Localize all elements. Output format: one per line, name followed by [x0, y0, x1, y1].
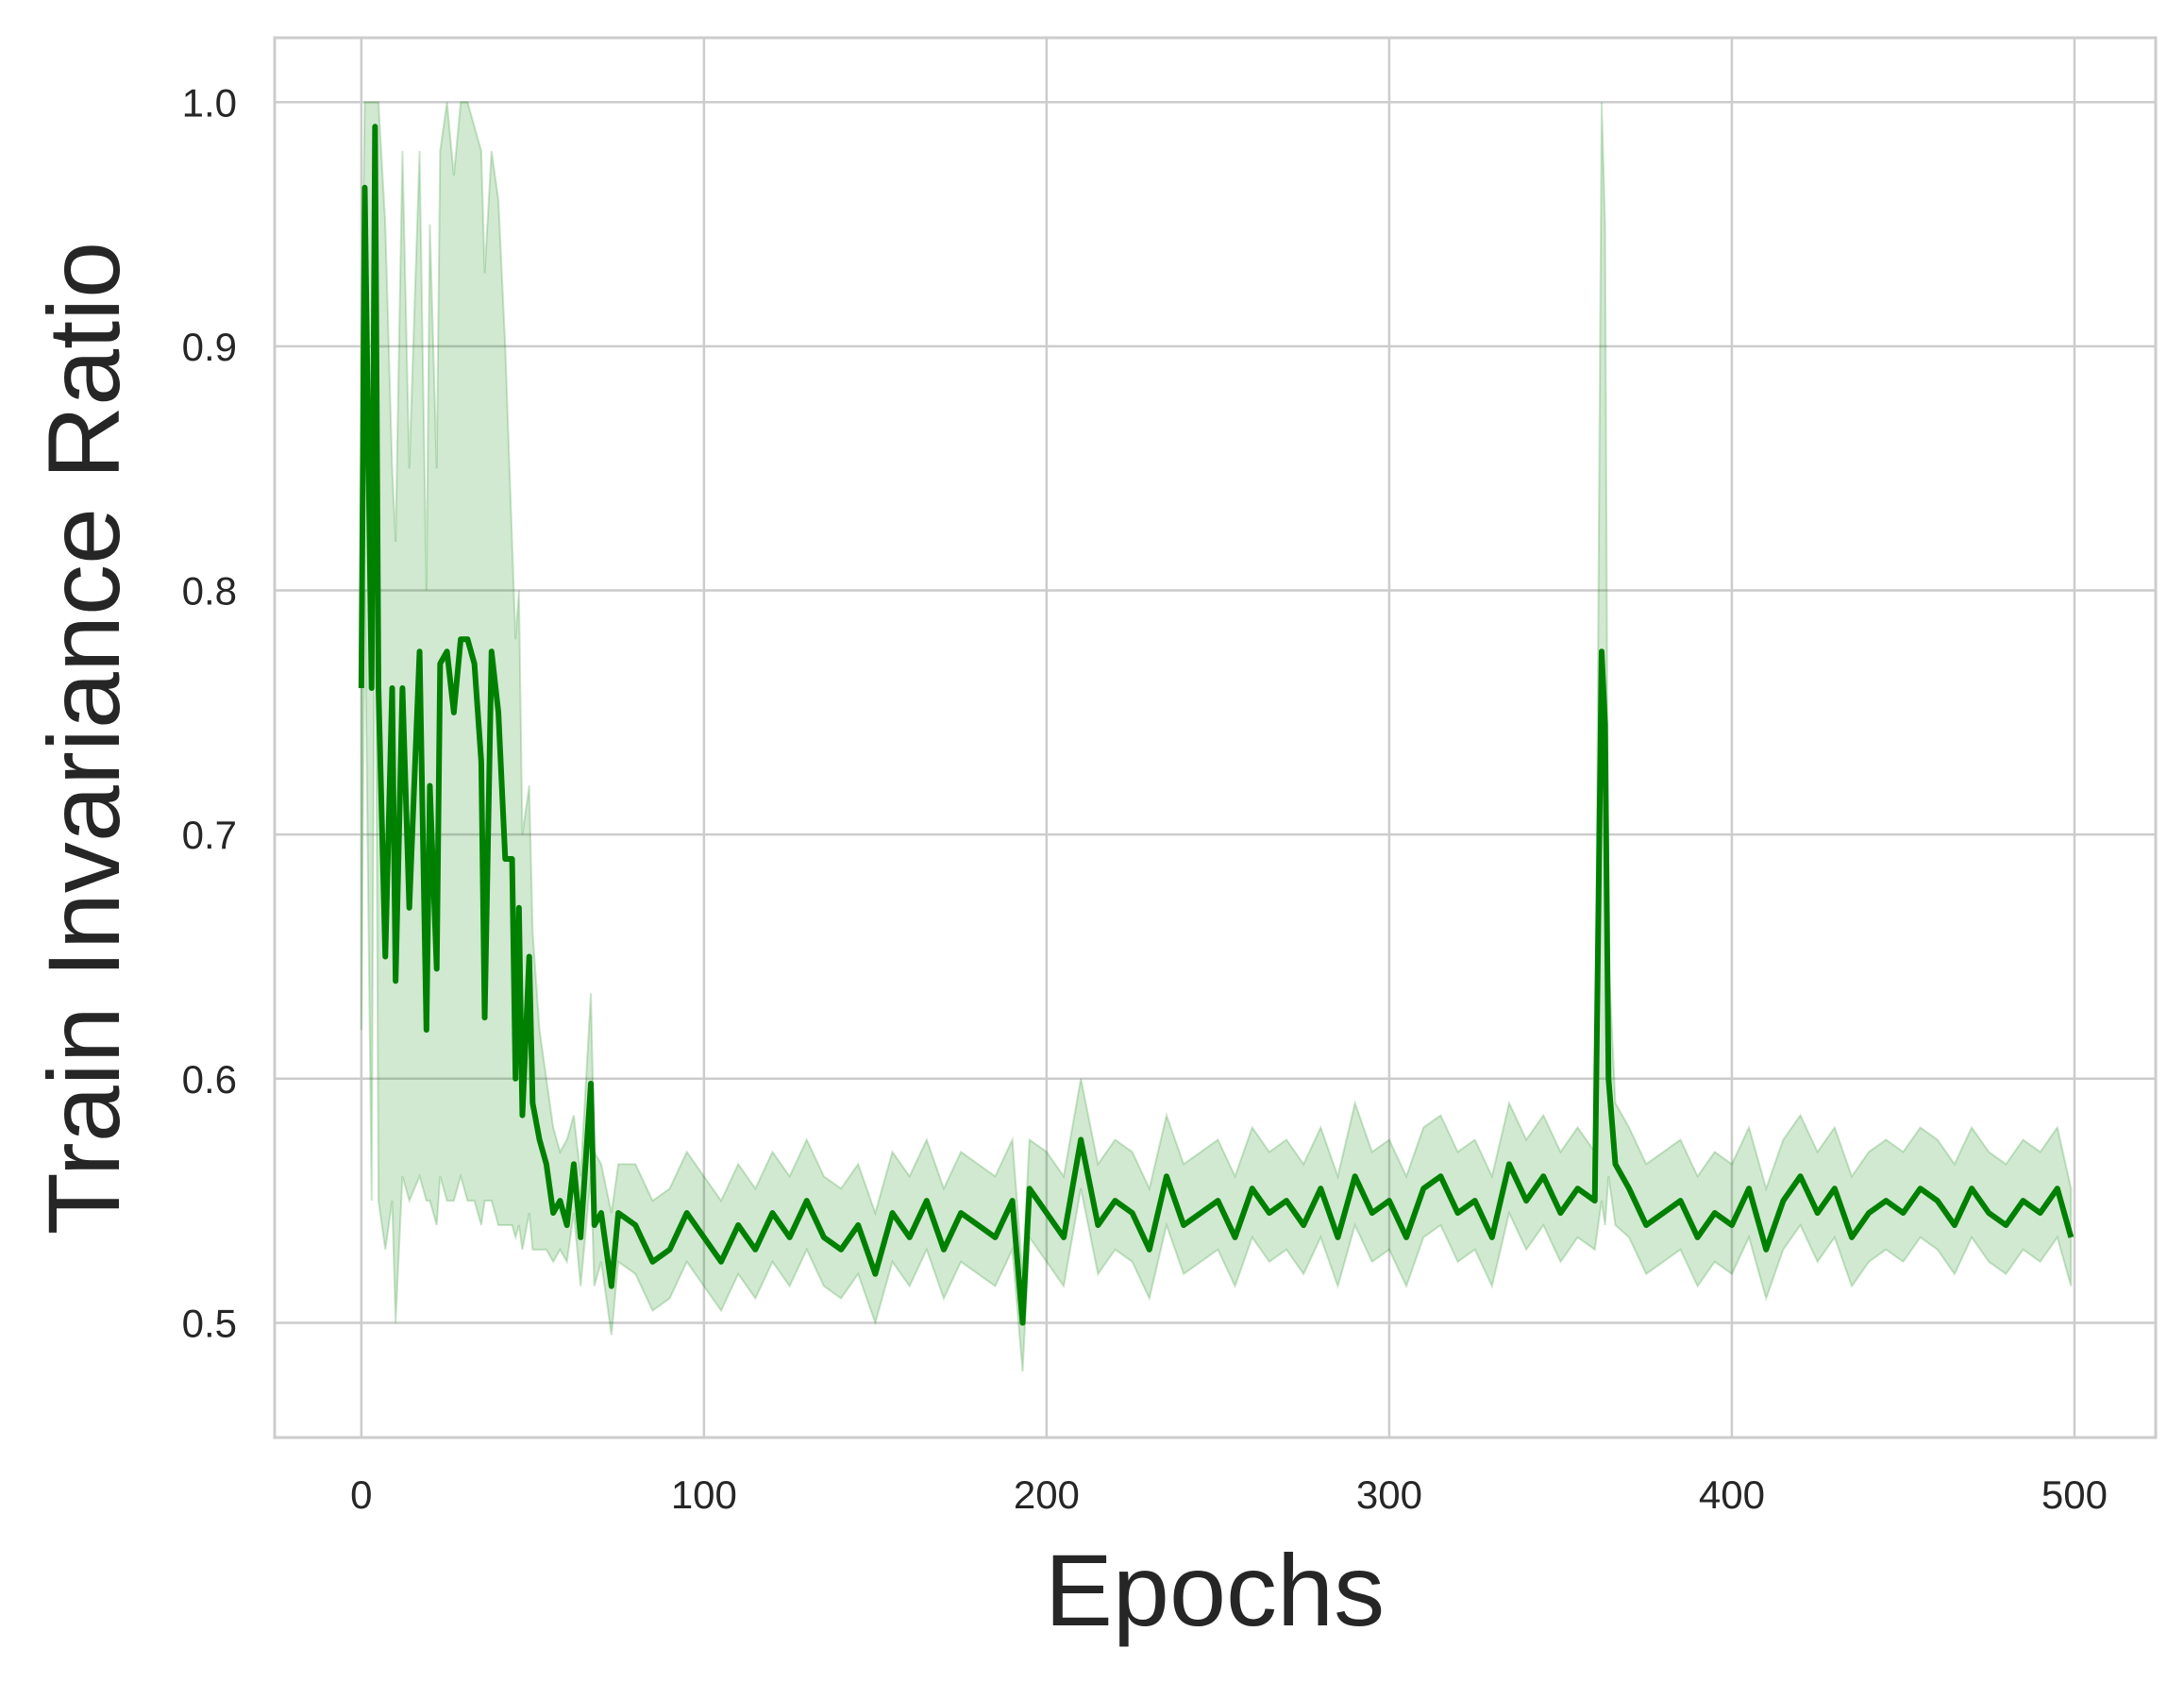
x-tick-label: 300 [1356, 1472, 1422, 1517]
line [358, 124, 2075, 1326]
y-tick-label: 0.8 [182, 569, 237, 614]
x-tick-label: 0 [350, 1472, 372, 1517]
y-tick-label: 1.0 [182, 80, 237, 125]
y-tick-label: 0.6 [182, 1057, 237, 1102]
plot-frame [273, 36, 2158, 1439]
x-tick-label: 200 [1014, 1472, 1080, 1517]
y-tick-label: 0.9 [182, 325, 237, 369]
x-tick-label: 500 [2041, 1472, 2108, 1517]
confidence-band [360, 101, 2073, 1372]
x-tick-label: 400 [1699, 1472, 1765, 1517]
y-tick-label: 0.5 [182, 1301, 237, 1345]
y-tick-label: 0.7 [182, 813, 237, 857]
x-tick-label: 100 [671, 1472, 737, 1517]
x-axis-label: Epochs [1045, 1533, 1385, 1647]
y-axis-label: Train Invariance Ratio [26, 242, 141, 1235]
